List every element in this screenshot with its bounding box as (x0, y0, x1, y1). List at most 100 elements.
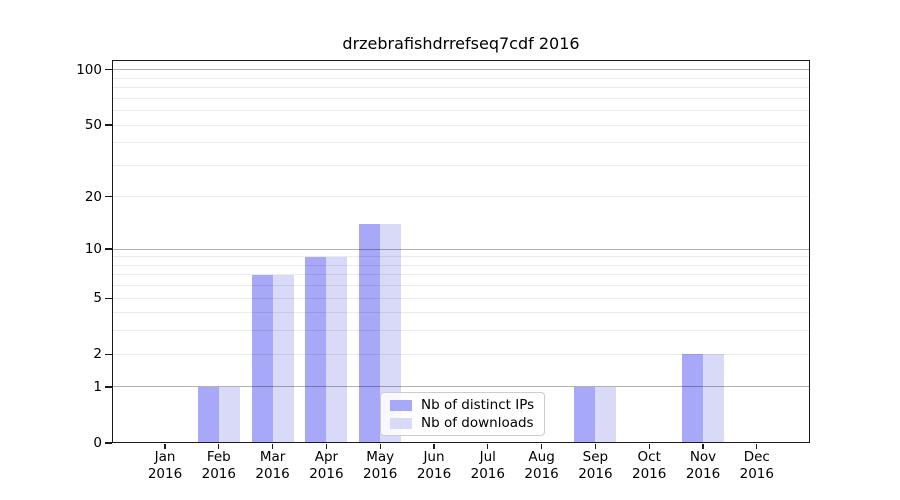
legend-swatch-downloads (390, 417, 412, 429)
x-tick-label: Jan 2016 (129, 449, 201, 483)
x-tick-label: Nov 2016 (667, 449, 739, 483)
x-tick-label: Sep 2016 (559, 449, 631, 483)
x-tick-mark (702, 444, 704, 449)
x-tick-label-line: Aug (528, 449, 555, 465)
gridline-minor (113, 330, 809, 332)
y-tick-mark (105, 353, 112, 355)
y-tick-mark (105, 386, 112, 388)
x-tick-label-line: 2016 (309, 466, 344, 482)
x-tick-mark (379, 444, 381, 449)
x-tick-label: Apr 2016 (290, 449, 362, 483)
x-tick-label-line: 2016 (632, 466, 667, 482)
x-tick-mark (433, 444, 435, 449)
x-tick-label: Oct 2016 (613, 449, 685, 483)
gridline-minor (113, 124, 809, 126)
gridline-minor (113, 196, 809, 198)
x-tick-label-line: Mar (259, 449, 286, 465)
x-tick-mark (541, 444, 543, 449)
gridline-minor (113, 312, 809, 314)
bar-downloads (272, 274, 294, 443)
x-tick-label-line: Sep (582, 449, 609, 465)
gridline-minor (113, 97, 809, 99)
bar-distinct-ips (251, 274, 273, 443)
gridline-minor (113, 110, 809, 112)
x-tick-label-line: 2016 (255, 466, 290, 482)
gridline-major (113, 248, 809, 250)
gridline-minor (113, 256, 809, 258)
bar-distinct-ips (359, 224, 381, 443)
x-tick-label: Jun 2016 (398, 449, 470, 483)
x-tick-label-line: Jun (423, 449, 445, 465)
y-tick-label: 2 (93, 346, 102, 363)
y-tick-mark (105, 297, 112, 299)
x-tick-label-line: 2016 (685, 466, 721, 482)
bar-downloads (218, 386, 240, 443)
x-tick-label: Feb 2016 (183, 449, 255, 483)
x-tick-mark (325, 444, 327, 449)
x-tick-label-line: 2016 (470, 466, 505, 482)
bar-downloads (380, 224, 402, 443)
gridline-minor (113, 264, 809, 266)
legend-swatch-distinct-ips (390, 399, 412, 411)
x-tick-mark (164, 444, 166, 449)
gridline-minor (113, 142, 809, 144)
x-tick-label-line: Feb (206, 449, 231, 465)
x-tick-label-line: Jul (479, 449, 496, 465)
x-tick-label-line: 2016 (416, 466, 452, 482)
x-tick-mark (487, 444, 489, 449)
x-tick-label-line: 2016 (739, 466, 774, 482)
x-tick-label: Aug 2016 (506, 449, 578, 483)
gridline-major (113, 69, 809, 71)
y-tick-label: 0 (93, 435, 102, 451)
y-tick-mark (105, 196, 112, 198)
y-tick-label: 5 (93, 290, 102, 307)
y-tick-mark (105, 69, 112, 71)
y-tick-label: 50 (84, 117, 102, 134)
x-tick-label-line: Oct (637, 449, 661, 465)
legend-label-distinct-ips: Nb of distinct IPs (421, 396, 535, 413)
y-tick-mark (105, 124, 112, 126)
x-tick-mark (272, 444, 274, 449)
legend: Nb of distinct IPs Nb of downloads (380, 392, 545, 436)
bar-downloads (326, 256, 348, 443)
x-tick-mark (594, 444, 596, 449)
legend-entry-distinct-ips: Nb of distinct IPs (390, 396, 535, 413)
chart-title: drzebrafishdrrefseq7cdf 2016 (342, 34, 580, 53)
x-tick-label-line: Nov (689, 449, 717, 465)
gridline-major (113, 386, 809, 388)
bar-downloads (595, 386, 617, 443)
x-tick-label-line: 2016 (147, 466, 183, 482)
x-tick-label-line: Jan (154, 449, 176, 465)
gridline-minor (113, 87, 809, 89)
y-tick-mark (105, 442, 112, 444)
x-tick-mark (218, 444, 220, 449)
x-tick-label: Mar 2016 (237, 449, 309, 483)
gridline-minor (113, 297, 809, 299)
legend-entry-downloads: Nb of downloads (390, 415, 535, 431)
x-tick-label-line: 2016 (363, 466, 398, 482)
x-tick-label-line: May (366, 449, 395, 465)
gridline-minor (113, 164, 809, 166)
x-tick-label-line: 2016 (524, 466, 559, 482)
y-tick-label: 1 (93, 378, 102, 395)
gridline-minor (113, 274, 809, 276)
y-tick-label: 20 (84, 188, 102, 205)
y-tick-label: 100 (76, 61, 102, 78)
y-tick-mark (105, 248, 112, 250)
x-tick-label: Jul 2016 (452, 449, 524, 483)
x-tick-label-line: 2016 (578, 466, 613, 482)
bar-distinct-ips (305, 256, 327, 443)
y-tick-label: 10 (84, 241, 102, 258)
x-tick-label-line: 2016 (201, 466, 236, 482)
bar-distinct-ips (197, 386, 219, 443)
x-tick-mark (756, 444, 758, 449)
x-tick-label-line: Apr (314, 449, 339, 465)
x-tick-label: May 2016 (344, 449, 416, 483)
x-tick-mark (648, 444, 650, 449)
bar-downloads (703, 354, 724, 443)
gridline-minor (113, 77, 809, 79)
bar-distinct-ips (682, 354, 703, 443)
plot-area (112, 60, 810, 443)
x-tick-label-line: Dec (743, 449, 770, 465)
